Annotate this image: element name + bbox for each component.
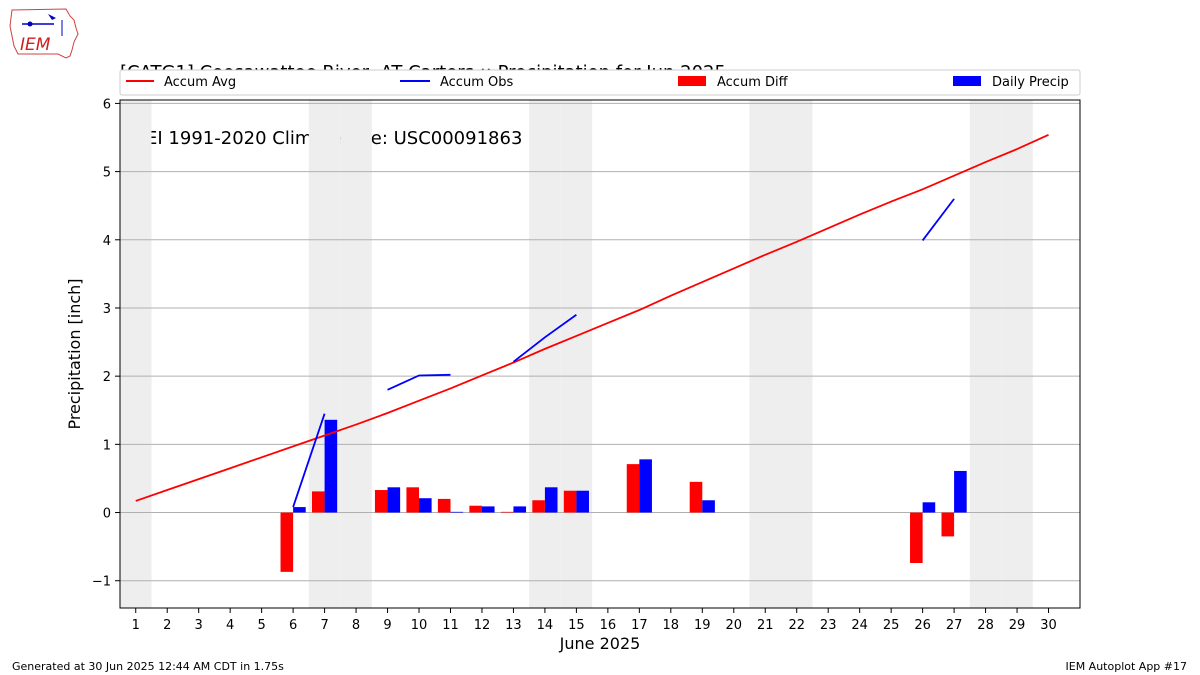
x-tick-label: 11 (442, 618, 459, 633)
logo-text: IEM (20, 35, 51, 55)
iem-logo: IEM (9, 8, 79, 59)
x-tick-label: 12 (474, 618, 491, 633)
x-tick-label: 26 (914, 618, 931, 633)
chart-title: [CATG1] Coosawattee River AT Carters :: … (120, 18, 726, 172)
accum-diff-bar-6 (280, 512, 294, 572)
x-tick-label: 25 (883, 618, 900, 633)
accum-diff-bar-12 (469, 505, 482, 513)
accum-diff-bar-9 (374, 490, 388, 513)
y-axis-ticks: −1 0 1 2 3 4 5 6 (92, 97, 120, 590)
x-tick-label: 4 (226, 618, 234, 633)
y-tick-label: 2 (103, 370, 111, 385)
daily-precip-bar-7 (324, 419, 338, 513)
weekend-band-29 (1001, 100, 1033, 608)
bars (280, 419, 967, 572)
x-tick-label: 6 (289, 618, 297, 633)
legend-daily-label: Daily Precip (992, 75, 1069, 90)
daily-precip-bar-6 (293, 507, 306, 513)
accum-diff-bar-10 (406, 487, 420, 513)
footer-app: IEM Autoplot App #17 (1065, 660, 1188, 673)
x-tick-label: 2 (163, 618, 171, 633)
weekend-shading (120, 100, 1033, 608)
accum-diff-bar-26 (910, 512, 923, 563)
weekend-band-1 (120, 100, 152, 608)
x-tick-label: 19 (694, 618, 711, 633)
accum-diff-bar-19 (689, 481, 703, 513)
x-tick-label: 9 (383, 618, 391, 633)
accum-obs-line-segment-3 (512, 314, 577, 363)
accum-diff-bar-11 (437, 498, 451, 513)
y-tick-label: 5 (103, 166, 111, 181)
legend-diff-label: Accum Diff (717, 75, 789, 90)
x-tick-label: 28 (977, 618, 994, 633)
x-tick-label: 23 (820, 618, 837, 633)
daily-precip-bar-19 (702, 500, 715, 513)
x-axis-ticks: 1 2 3 4 5 6 7 8 9 10 11 12 13 14 15 16 17 18 19 20 21 22 23 24 2… (132, 608, 1057, 633)
weekend-band-28 (969, 100, 1002, 608)
footer-generated: Generated at 30 Jun 2025 12:44 AM CDT in… (12, 660, 284, 673)
accum-diff-bar-27 (941, 512, 955, 537)
x-tick-label: 20 (725, 618, 742, 633)
iowa-outline-shape (9, 8, 79, 59)
weekend-band-15 (560, 100, 593, 608)
plot-frame (119, 99, 1081, 609)
legend-daily-swatch (953, 76, 981, 86)
title-line-2: NCEI 1991-2020 Climate Site: USC00091863 (120, 128, 523, 149)
accum-obs-line-segment-2 (387, 373, 451, 391)
accum-diff-bar-14 (532, 500, 545, 513)
daily-precip-bar-9 (387, 487, 401, 513)
weekend-band-14 (529, 100, 561, 608)
x-tick-label: 18 (663, 618, 680, 633)
x-tick-label: 3 (195, 618, 203, 633)
daily-precip-bar-12 (481, 506, 495, 513)
y-tick-label: 0 (103, 507, 111, 522)
x-tick-label: 17 (631, 618, 648, 633)
accum-diff-bar-13 (500, 511, 514, 513)
lines (135, 133, 1049, 508)
accum-diff-bar-7 (312, 491, 325, 513)
x-tick-label: 29 (1009, 618, 1026, 633)
accum-avg-line (135, 133, 1049, 502)
daily-precip-bar-14 (544, 487, 558, 513)
title-line-1: [CATG1] Coosawattee River AT Carters :: … (120, 62, 726, 83)
daily-precip-bar-13 (513, 506, 527, 513)
gridlines (120, 102, 1080, 582)
x-tick-label: 13 (505, 618, 522, 633)
y-tick-label: −1 (92, 575, 111, 590)
daily-precip-bar-26 (922, 502, 936, 513)
x-tick-label: 30 (1040, 618, 1057, 633)
weekend-band-8 (340, 100, 372, 608)
y-tick-label: 1 (103, 438, 111, 453)
accum-obs-line-segment-4 (921, 198, 955, 242)
accum-diff-bar-17 (626, 464, 640, 513)
x-tick-label: 22 (788, 618, 805, 633)
x-tick-label: 14 (537, 618, 554, 633)
x-tick-label: 5 (257, 618, 265, 633)
x-tick-label: 16 (600, 618, 617, 633)
x-tick-label: 7 (320, 618, 328, 633)
daily-precip-bar-15 (576, 490, 589, 513)
y-tick-label: 6 (103, 97, 111, 112)
x-tick-label: 8 (352, 618, 360, 633)
daily-precip-bar-27 (954, 470, 967, 513)
weekend-band-22 (780, 100, 813, 608)
x-tick-label: 24 (851, 618, 868, 633)
weekend-band-7 (308, 100, 341, 608)
x-tick-label: 15 (568, 618, 585, 633)
y-axis-label: Precipitation [inch] (65, 278, 84, 429)
x-tick-label: 1 (132, 618, 140, 633)
y-tick-label: 3 (103, 302, 111, 317)
daily-precip-bar-11 (450, 511, 464, 513)
weekend-band-21 (749, 100, 781, 608)
x-tick-label: 10 (411, 618, 428, 633)
accum-diff-bar-15 (563, 490, 577, 513)
daily-precip-bar-17 (639, 459, 652, 513)
x-tick-label: 27 (946, 618, 963, 633)
accum-obs-line-segment-1 (292, 413, 326, 508)
daily-precip-bar-10 (419, 498, 432, 513)
y-tick-label: 4 (103, 234, 111, 249)
x-tick-label: 21 (757, 618, 774, 633)
x-axis-label: June 2025 (559, 634, 641, 653)
